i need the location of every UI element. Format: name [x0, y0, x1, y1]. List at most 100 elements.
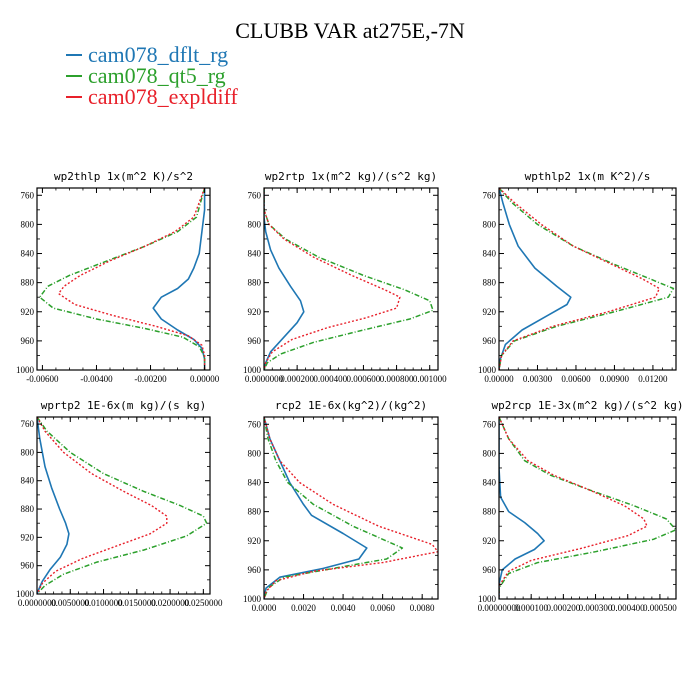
y-tick-label: 880	[21, 278, 35, 288]
x-tick-label: 0.0250000	[184, 598, 223, 608]
x-tick-label: 0.0080	[410, 603, 435, 613]
y-tick-label: 880	[21, 504, 35, 514]
x-tick-label: 0.000300	[579, 603, 613, 613]
plot-title: wp2rcp 1E-3x(m^2 kg)/(s^2 kg)	[491, 399, 683, 412]
y-tick-label: 800	[21, 447, 35, 457]
series-line-cam078_dflt_rg	[499, 417, 545, 599]
y-tick-label: 960	[248, 565, 262, 575]
y-tick-label: 1000	[243, 365, 262, 375]
series-line-cam078_expldiff	[57, 188, 206, 370]
legend-swatch-dflt	[66, 53, 82, 56]
x-tick-label: 0.000600	[347, 374, 381, 384]
plot-frame	[36, 416, 211, 595]
series-line-cam078_expldiff	[499, 188, 660, 370]
plot-title: wp2thlp 1x(m^2 K)/s^2	[54, 170, 193, 183]
x-tick-label: 0.0050000	[51, 598, 90, 608]
plot-3: wpthlp2 1x(m K^2)/s 760 800 840 880 920 960 100…	[478, 170, 677, 384]
x-tick-label: -0.00600	[26, 374, 59, 384]
y-tick-label: 880	[248, 507, 262, 517]
legend-label-expldiff: cam078_expldiff	[88, 84, 238, 109]
plot-title: rcp2 1E-6x(kg^2)/(kg^2)	[275, 399, 427, 412]
plot-frame	[36, 187, 211, 371]
series-line-cam078_dflt_rg	[37, 417, 70, 594]
y-tick-label: 960	[248, 336, 262, 346]
y-tick-label: 1000	[478, 365, 497, 375]
plot-frame	[263, 416, 439, 600]
y-tick-label: 800	[21, 219, 35, 229]
y-tick-label: 920	[483, 307, 497, 317]
x-tick-label: 0.0040	[331, 603, 356, 613]
series-line-cam078_expldiff	[499, 417, 648, 599]
x-tick-label: 0.00300	[523, 374, 553, 384]
y-tick-label: 960	[483, 565, 497, 575]
y-tick-label: 840	[248, 478, 262, 488]
y-tick-label: 760	[21, 419, 35, 429]
x-tick-label: 0.00000	[484, 374, 514, 384]
y-tick-label: 760	[21, 190, 35, 200]
plot-6: wp2rcp 1E-3x(m^2 kg)/(s^2 kg) 760 800 840 88…	[478, 399, 684, 613]
plot-title: wpthlp2 1x(m K^2)/s	[525, 170, 651, 183]
figure-title: CLUBB VAR at275E,-7N	[235, 18, 465, 43]
y-tick-label: 880	[248, 278, 262, 288]
legend: cam078_dflt_rg cam078_qt5_rg cam078_expl…	[66, 42, 238, 109]
series-line-cam078_dflt_rg	[264, 417, 368, 599]
series-line-cam078_expldiff	[264, 417, 438, 599]
x-tick-label: -0.00200	[134, 374, 167, 384]
y-tick-label: 760	[483, 419, 497, 429]
legend-item-qt5: cam078_qt5_rg	[66, 63, 238, 88]
x-tick-label: 0.0020	[291, 603, 316, 613]
plot-2: wp2rtp 1x(m^2 kg)/(s^2 kg)760 800 840 880 92…	[243, 170, 447, 384]
plot-title: wprtp2 1E-6x(m kg)/(s kg)	[41, 399, 207, 412]
y-tick-label: 800	[483, 448, 497, 458]
y-tick-label: 840	[483, 478, 497, 488]
y-tick-label: 840	[483, 249, 497, 259]
y-tick-label: 800	[483, 219, 497, 229]
y-tick-label: 1000	[478, 594, 497, 604]
plot-frame	[263, 187, 439, 371]
x-tick-label: 0.00000000	[478, 603, 521, 613]
legend-item-dflt: cam078_dflt_rg	[66, 42, 238, 67]
series-line-cam078_qt5_rg	[499, 188, 675, 370]
x-tick-label: -0.00400	[80, 374, 113, 384]
y-tick-label: 920	[248, 307, 262, 317]
y-tick-label: 760	[248, 190, 262, 200]
y-tick-label: 800	[248, 448, 262, 458]
series-line-cam078_expldiff	[37, 417, 168, 594]
legend-swatch-qt5	[66, 74, 82, 77]
legend-label-qt5: cam078_qt5_rg	[88, 63, 226, 88]
x-tick-label: 0.0060	[370, 603, 395, 613]
x-tick-label: 0.0000	[252, 603, 277, 613]
x-tick-label: 0.000400	[611, 603, 645, 613]
series-line-cam078_qt5_rg	[264, 188, 434, 370]
x-tick-label: 0.000500	[643, 603, 677, 613]
plot-frame	[498, 416, 677, 600]
series-line-cam078_qt5_rg	[38, 188, 206, 370]
x-tick-label: 0.000400	[313, 374, 347, 384]
series-line-cam078_dflt_rg	[152, 188, 206, 370]
plot-4: wprtp2 1E-6x(m kg)/(s kg) 760 800 840 880 920…	[16, 399, 223, 608]
x-tick-label: 0.000200	[546, 603, 580, 613]
x-tick-label: 0.0000000	[18, 598, 57, 608]
plot-title: wp2rtp 1x(m^2 kg)/(s^2 kg)	[265, 170, 437, 183]
y-tick-label: 920	[483, 536, 497, 546]
y-tick-label: 920	[248, 536, 262, 546]
y-tick-label: 800	[248, 219, 262, 229]
x-tick-label: 0.0100000	[84, 598, 123, 608]
y-tick-label: 840	[21, 249, 35, 259]
x-tick-label: 0.0150000	[118, 598, 157, 608]
x-tick-label: 0.001000	[413, 374, 447, 384]
series-line-cam078_dflt_rg	[499, 188, 572, 370]
y-tick-label: 760	[248, 419, 262, 429]
legend-label-dflt: cam078_dflt_rg	[88, 42, 229, 67]
plot-frame	[498, 187, 677, 371]
plot-1: wp2thlp 1x(m^2 K)/s^2 760 800 840 880 920 960 1…	[16, 170, 220, 384]
plot-5: rcp2 1E-6x(kg^2)/(kg^2) 760 800 840 880 920 96…	[243, 399, 439, 613]
y-tick-label: 920	[21, 307, 35, 317]
series-line-cam078_expldiff	[264, 188, 401, 370]
x-tick-label: 0.0000000	[245, 374, 284, 384]
y-tick-label: 1000	[243, 594, 262, 604]
y-tick-label: 880	[483, 507, 497, 517]
legend-swatch-expldiff	[66, 95, 82, 98]
x-tick-label: 0.00000	[190, 374, 220, 384]
x-tick-label: 0.0200000	[151, 598, 190, 608]
